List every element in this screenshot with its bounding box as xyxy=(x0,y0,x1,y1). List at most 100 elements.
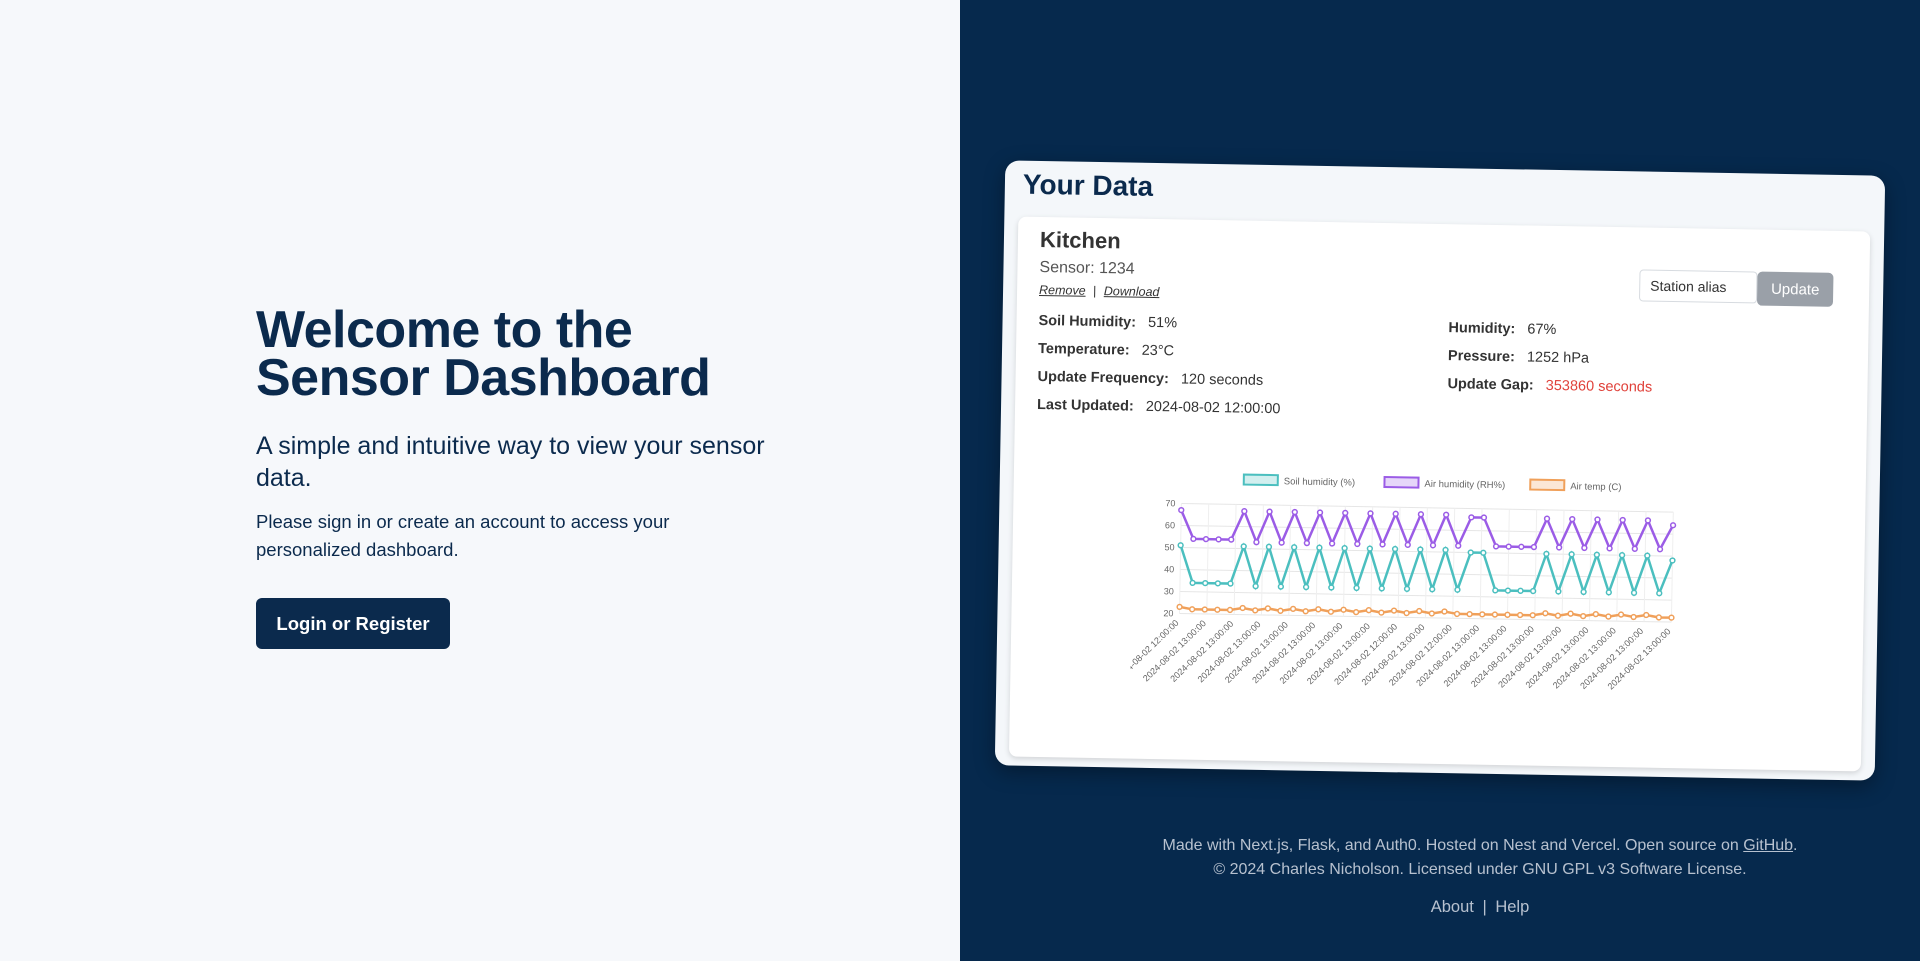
data-point xyxy=(1517,587,1524,594)
data-point xyxy=(1315,606,1322,613)
station-alias-input[interactable] xyxy=(1638,269,1758,304)
site-footer: Made with Next.js, Flask, and Auth0. Hos… xyxy=(960,834,1920,917)
data-point xyxy=(1643,611,1650,619)
data-point xyxy=(1403,585,1411,592)
data-point xyxy=(1630,613,1637,621)
data-point xyxy=(1202,535,1210,543)
data-point xyxy=(1365,607,1372,614)
footer-nav: About | Help xyxy=(1040,898,1920,917)
data-point xyxy=(1378,609,1385,616)
x-gridline xyxy=(1206,503,1210,614)
link-separator: | xyxy=(1092,283,1097,298)
data-point xyxy=(1340,606,1347,613)
data-point xyxy=(1504,587,1512,594)
data-point xyxy=(1443,511,1450,518)
temperature-field: Temperature: 23°C xyxy=(1038,341,1174,359)
x-gridline xyxy=(1424,507,1428,618)
data-point xyxy=(1240,543,1247,550)
y-tick-label: 70 xyxy=(1165,498,1175,508)
data-point xyxy=(1619,516,1626,524)
data-point xyxy=(1327,608,1335,615)
remove-link[interactable]: Remove xyxy=(1038,282,1086,298)
last-updated-label: Last Updated: xyxy=(1036,396,1134,415)
data-point xyxy=(1252,583,1259,590)
update-button[interactable]: Update xyxy=(1756,271,1834,307)
pressure-label: Pressure: xyxy=(1447,348,1516,366)
data-point xyxy=(1455,542,1462,549)
data-point xyxy=(1580,588,1587,596)
data-point xyxy=(1593,551,1601,558)
x-gridline xyxy=(1370,506,1374,617)
station-actions: Remove | Download xyxy=(1039,283,1160,299)
data-point xyxy=(1252,607,1259,614)
data-point xyxy=(1479,611,1486,618)
data-preview-card: Your Data Kitchen Sensor: 1234 Remove | … xyxy=(994,160,1886,781)
legend-swatch xyxy=(1383,476,1420,489)
data-point xyxy=(1291,508,1298,516)
data-point xyxy=(1530,543,1538,551)
data-point xyxy=(1617,611,1625,618)
temperature-label: Temperature: xyxy=(1037,340,1130,359)
station-name: Kitchen xyxy=(1039,226,1121,254)
data-point xyxy=(1491,611,1499,618)
data-point xyxy=(1655,614,1663,621)
data-point xyxy=(1202,579,1209,587)
last-updated-value: 2024-08-02 12:00:00 xyxy=(1145,398,1281,418)
github-link[interactable]: GitHub xyxy=(1743,837,1794,854)
data-point xyxy=(1454,586,1461,593)
data-point xyxy=(1302,608,1309,615)
data-point xyxy=(1266,508,1273,515)
data-point xyxy=(1543,550,1550,558)
help-link[interactable]: Help xyxy=(1495,898,1530,916)
update-gap-field: Update Gap: 353860 seconds xyxy=(1447,376,1652,396)
data-point xyxy=(1441,608,1448,615)
data-point xyxy=(1228,536,1235,543)
data-point xyxy=(1644,552,1651,559)
data-point xyxy=(1214,580,1221,587)
data-point xyxy=(1367,510,1374,517)
data-point xyxy=(1516,611,1524,619)
data-point xyxy=(1592,610,1599,618)
y-tick-label: 50 xyxy=(1165,542,1175,552)
legend-label: Air humidity (RH%) xyxy=(1424,479,1505,491)
x-gridline xyxy=(1561,510,1565,621)
data-point xyxy=(1189,606,1196,613)
hero-note: Please sign in or create an account to a… xyxy=(256,511,670,560)
humidity-field: Humidity: 67% xyxy=(1448,320,1556,338)
x-gridline xyxy=(1178,503,1182,614)
data-point xyxy=(1302,583,1310,591)
data-point xyxy=(1178,506,1185,514)
hero-title-line2: Sensor Dashboard xyxy=(256,349,711,407)
footer-credits: Made with Next.js, Flask, and Auth0. Hos… xyxy=(1040,834,1920,858)
data-point xyxy=(1428,610,1435,617)
update-gap-value: 353860 seconds xyxy=(1545,377,1653,396)
data-point xyxy=(1303,539,1311,547)
data-point xyxy=(1605,589,1612,596)
download-link[interactable]: Download xyxy=(1103,284,1160,300)
x-gridline xyxy=(1479,508,1483,619)
series-line xyxy=(1179,605,1672,619)
data-point xyxy=(1390,607,1398,614)
y-tick-label: 30 xyxy=(1164,586,1174,596)
data-point xyxy=(1352,609,1360,616)
data-point xyxy=(1354,540,1361,548)
x-gridline xyxy=(1534,509,1538,620)
x-gridline xyxy=(1260,504,1264,615)
humidity-label: Humidity: xyxy=(1448,320,1516,338)
data-point xyxy=(1606,545,1613,552)
data-point xyxy=(1403,609,1410,617)
data-point xyxy=(1492,543,1500,550)
soil-humidity-label: Soil Humidity: xyxy=(1038,312,1137,331)
data-point xyxy=(1404,541,1411,548)
data-point xyxy=(1328,540,1336,547)
y-tick-label: 20 xyxy=(1163,608,1173,618)
pressure-value: 1252 hPa xyxy=(1526,349,1590,367)
update-frequency-value: 120 seconds xyxy=(1180,371,1264,389)
data-point xyxy=(1353,584,1360,592)
legend-label: Air temp (C) xyxy=(1570,481,1621,493)
about-link[interactable]: About xyxy=(1430,898,1474,916)
x-gridline xyxy=(1342,506,1346,617)
login-register-button[interactable]: Login or Register xyxy=(256,598,450,649)
data-point xyxy=(1391,545,1399,553)
